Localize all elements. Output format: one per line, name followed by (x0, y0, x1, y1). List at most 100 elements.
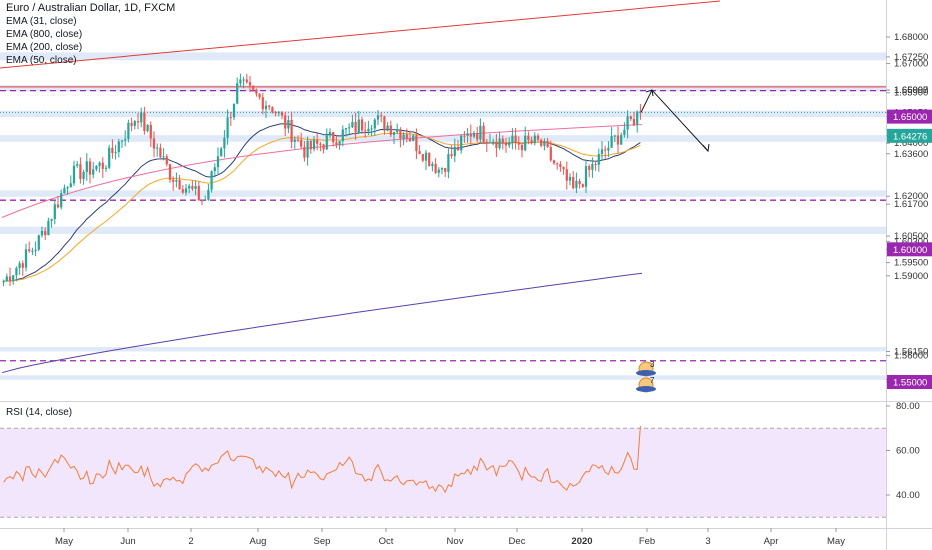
candle-down (559, 164, 562, 168)
price-axis-label: 1.60500 (894, 231, 928, 242)
candle-up (2, 281, 5, 283)
price-axis-label: 1.64000 (894, 138, 928, 149)
time-axis-label: Nov (447, 536, 464, 547)
ema200-line (1, 124, 643, 218)
price-axis-label: 1.65997 (894, 85, 928, 96)
candle-up (124, 139, 127, 141)
zone-band (0, 226, 886, 234)
candle-up (348, 127, 351, 129)
candle-down (335, 142, 338, 146)
candle-down (165, 156, 168, 165)
rsi-legend[interactable]: RSI (14, close) (6, 407, 73, 418)
indicator-ema50[interactable]: EMA (50, close) (6, 55, 77, 66)
event-count: 3 (650, 360, 655, 369)
candle-down (130, 122, 133, 126)
time-axis-label: Jun (120, 536, 135, 547)
event-marker[interactable]: 7 (636, 376, 656, 393)
candle-up (37, 235, 40, 250)
candle-up (498, 138, 501, 148)
candle-up (239, 79, 242, 84)
price-axis-label: 1.67250 (894, 52, 928, 63)
candle-down (168, 164, 172, 180)
indicator-ema800[interactable]: EMA (800, close) (6, 29, 83, 40)
candle-up (453, 146, 456, 156)
time-axis[interactable]: May Jun 2 Aug Sep Oct Nov Dec 2020 Feb 3 Apr May (55, 528, 845, 547)
price-axis-label: 1.59500 (894, 258, 928, 269)
candle-up (568, 177, 572, 181)
candle-down (172, 179, 175, 182)
price-axis-label: 1.63600 (894, 149, 928, 160)
rsi-axis-label: 40.00 (896, 490, 920, 501)
candle-up (440, 168, 444, 170)
candle-up (220, 148, 223, 157)
event-count: 7 (650, 376, 655, 385)
candle-up (376, 115, 380, 120)
time-axis-label: Oct (379, 536, 394, 547)
candle-up (508, 142, 511, 146)
candle-down (248, 82, 252, 86)
candle-up (431, 163, 434, 167)
candle-up (492, 141, 495, 143)
candle-up (466, 133, 469, 136)
candle-up (40, 231, 44, 236)
time-axis-label: 3 (705, 536, 710, 547)
candle-up (351, 121, 354, 128)
candle-down (143, 112, 146, 132)
candle-up (591, 163, 594, 170)
candle-down (527, 135, 530, 141)
candle-up (53, 204, 56, 220)
candle-down (380, 115, 383, 117)
candle-up (373, 119, 376, 129)
candle-down (111, 147, 114, 153)
price-axis-label: 1.61700 (894, 199, 928, 210)
projection-arrow[interactable] (640, 89, 710, 153)
candle-down (639, 111, 642, 113)
candle-up (412, 135, 415, 141)
candle-up (188, 185, 191, 189)
candle-down (79, 164, 82, 179)
candle-down (284, 115, 287, 129)
rsi-axis[interactable]: 80.00 60.00 40.00 (886, 401, 920, 501)
candle-up (533, 135, 536, 144)
candle-up (623, 129, 626, 136)
event-marker[interactable]: 3 (636, 360, 656, 377)
zone-band (0, 375, 886, 380)
candle-down (159, 147, 162, 158)
candle-up (357, 119, 360, 133)
price-tag (887, 128, 932, 143)
price-axis-label: 1.67000 (894, 59, 928, 70)
candle-down (450, 154, 453, 156)
symbol-title[interactable]: Euro / Australian Dollar, 1D, FXCM (6, 2, 176, 14)
candle-down (197, 185, 200, 201)
candle-down (152, 138, 156, 149)
candle-down (21, 263, 24, 268)
candle-down (604, 149, 607, 151)
candle-up (15, 268, 18, 276)
candle-up (117, 141, 120, 153)
candle-up (63, 188, 66, 194)
candle-up (264, 105, 268, 110)
candle-down (540, 139, 543, 146)
event-base (636, 370, 656, 376)
rsi-axis-label: 60.00 (896, 446, 920, 457)
candle-up (620, 135, 623, 145)
candle-down (354, 121, 357, 133)
support-resistance-zones (0, 52, 886, 380)
candle-up (242, 79, 245, 81)
candle-up (613, 135, 616, 137)
price-axis-label: 1.65900 (894, 88, 928, 99)
candle-up (437, 169, 440, 173)
candle-down (88, 161, 92, 175)
indicator-ema200[interactable]: EMA (200, close) (6, 42, 83, 53)
candle-down (200, 200, 204, 202)
candle-down (258, 93, 261, 98)
candle-up (600, 149, 604, 155)
event-markers[interactable]: 37 (636, 360, 656, 393)
indicator-ema31[interactable]: EMA (31, close) (6, 16, 77, 27)
candle-down (418, 151, 421, 155)
candle-down (415, 135, 418, 152)
candle-down (191, 185, 194, 190)
candle-down (546, 140, 549, 148)
